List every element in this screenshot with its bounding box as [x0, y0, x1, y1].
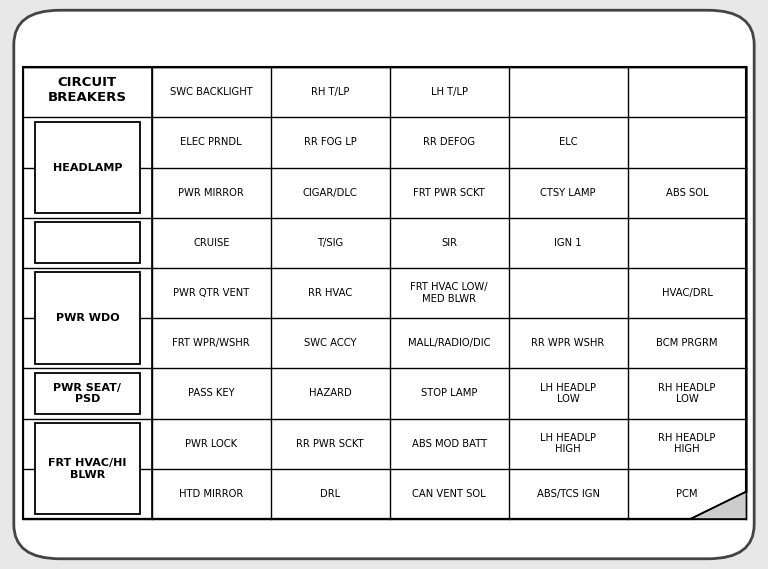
Bar: [35, 373, 140, 414]
Text: PWR MIRROR: PWR MIRROR: [178, 188, 244, 197]
Text: FRT WPR/WSHR: FRT WPR/WSHR: [173, 338, 250, 348]
Text: RR HVAC: RR HVAC: [308, 288, 353, 298]
Text: PASS KEY: PASS KEY: [188, 389, 234, 398]
Text: RH HEADLP
LOW: RH HEADLP LOW: [658, 382, 716, 404]
Bar: [35, 222, 140, 263]
Text: FRT HVAC LOW/
MED BLWR: FRT HVAC LOW/ MED BLWR: [410, 282, 488, 304]
Text: SIR: SIR: [441, 238, 457, 248]
Text: ELEC PRNDL: ELEC PRNDL: [180, 138, 242, 147]
Text: RH HEADLP
HIGH: RH HEADLP HIGH: [658, 433, 716, 455]
Text: SWC BACKLIGHT: SWC BACKLIGHT: [170, 87, 253, 97]
Text: T/SIG: T/SIG: [317, 238, 343, 248]
Text: DRL: DRL: [320, 489, 340, 499]
Text: CRUISE: CRUISE: [193, 238, 230, 248]
Bar: [35, 273, 140, 364]
FancyBboxPatch shape: [14, 10, 754, 559]
Text: STOP LAMP: STOP LAMP: [421, 389, 478, 398]
Text: FRT PWR SCKT: FRT PWR SCKT: [413, 188, 485, 197]
Text: PWR SEAT/
PSD: PWR SEAT/ PSD: [54, 382, 121, 404]
Text: IGN 1: IGN 1: [554, 238, 582, 248]
Text: PWR QTR VENT: PWR QTR VENT: [173, 288, 250, 298]
Bar: [35, 122, 140, 213]
Text: HAZARD: HAZARD: [309, 389, 352, 398]
Text: RR PWR SCKT: RR PWR SCKT: [296, 439, 364, 448]
Text: ABS MOD BATT: ABS MOD BATT: [412, 439, 487, 448]
Polygon shape: [23, 67, 746, 519]
Text: PWR LOCK: PWR LOCK: [185, 439, 237, 448]
Text: RH T/LP: RH T/LP: [311, 87, 349, 97]
Text: RR WPR WSHR: RR WPR WSHR: [531, 338, 604, 348]
Text: ABS SOL: ABS SOL: [666, 188, 708, 197]
Text: SWC ACCY: SWC ACCY: [304, 338, 356, 348]
Text: PCM: PCM: [677, 489, 698, 499]
Text: ABS/TCS IGN: ABS/TCS IGN: [537, 489, 600, 499]
Bar: [35, 423, 140, 514]
Text: BCM PRGRM: BCM PRGRM: [657, 338, 718, 348]
Text: FRT HVAC/HI
BLWR: FRT HVAC/HI BLWR: [48, 458, 127, 480]
Text: HTD MIRROR: HTD MIRROR: [179, 489, 243, 499]
Text: LH HEADLP
HIGH: LH HEADLP HIGH: [540, 433, 596, 455]
Text: CAN VENT SOL: CAN VENT SOL: [412, 489, 486, 499]
Polygon shape: [690, 492, 746, 519]
Text: CTSY LAMP: CTSY LAMP: [541, 188, 596, 197]
Text: MALL/RADIO/DIC: MALL/RADIO/DIC: [408, 338, 491, 348]
Text: RR DEFOG: RR DEFOG: [423, 138, 475, 147]
Text: LH T/LP: LH T/LP: [431, 87, 468, 97]
Text: LH HEADLP
LOW: LH HEADLP LOW: [540, 382, 596, 404]
Text: HVAC/DRL: HVAC/DRL: [661, 288, 713, 298]
Text: CIRCUIT
BREAKERS: CIRCUIT BREAKERS: [48, 76, 127, 104]
Text: ELC: ELC: [559, 138, 578, 147]
Text: HEADLAMP: HEADLAMP: [53, 163, 122, 172]
Text: RR FOG LP: RR FOG LP: [304, 138, 356, 147]
Text: PWR WDO: PWR WDO: [55, 313, 119, 323]
Text: CIGAR/DLC: CIGAR/DLC: [303, 188, 358, 197]
